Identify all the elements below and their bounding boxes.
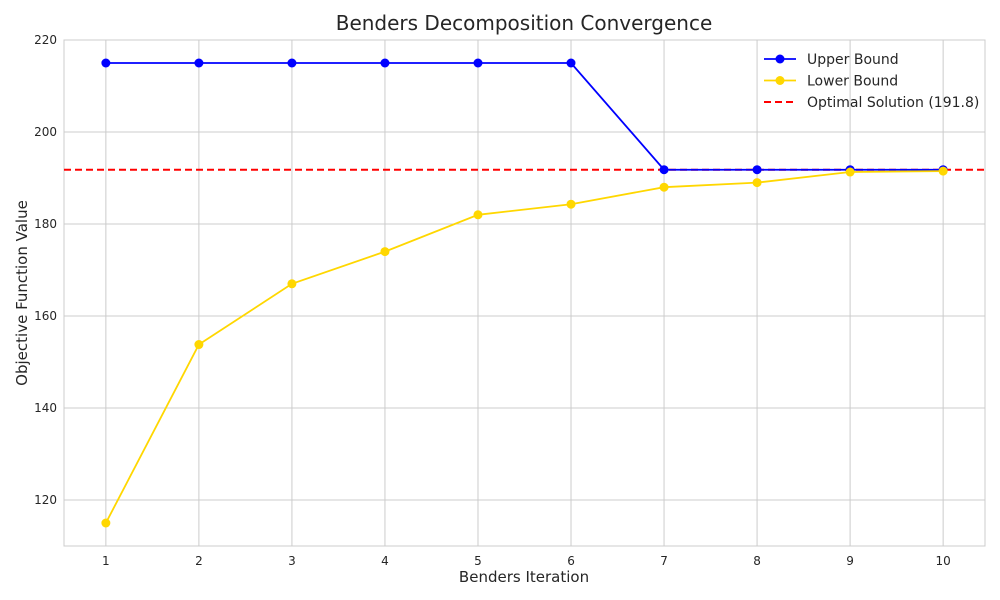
plot-frame: [63, 39, 986, 547]
x-tick-label: 4: [381, 554, 389, 568]
legend-label: Optimal Solution (191.8): [807, 95, 979, 111]
x-tick-label: 5: [474, 554, 482, 568]
lower-bound-point: [380, 247, 390, 257]
lower-bound-point: [194, 340, 204, 350]
legend-entry-lower-bound: Lower Bound: [764, 74, 898, 90]
y-tick-label: 200: [34, 125, 57, 139]
upper-bound-point: [659, 165, 669, 175]
y-axis-label: Objective Function Value: [13, 200, 31, 386]
x-tick-label: 6: [567, 554, 575, 568]
y-tick-label: 180: [34, 217, 57, 231]
lower-bound-point: [659, 182, 669, 192]
upper-bound-point: [752, 165, 762, 175]
x-tick-label: 3: [288, 554, 296, 568]
lower-bound-point: [287, 279, 297, 289]
upper-bound-point: [101, 58, 111, 68]
x-tick-label: 7: [660, 554, 668, 568]
lower-bound-point: [845, 167, 855, 177]
lower-bound-series: [101, 166, 948, 528]
lower-bound-line: [105, 170, 944, 524]
upper-bound-point: [194, 58, 204, 68]
x-tick-label: 9: [846, 554, 854, 568]
lower-bound-point: [473, 210, 483, 220]
y-tick-label: 120: [34, 493, 57, 507]
y-tick-label: 140: [34, 401, 57, 415]
chart-title: Benders Decomposition Convergence: [336, 11, 713, 35]
legend-entry-upper-bound: Upper Bound: [764, 52, 899, 68]
legend-marker: [775, 76, 785, 85]
x-tick-label: 10: [935, 554, 950, 568]
legend-marker: [775, 54, 785, 64]
upper-bound-point: [287, 58, 297, 68]
x-tick-label: 8: [753, 554, 761, 568]
upper-bound-line: [105, 62, 944, 171]
legend: Upper Bound Lower Bound Optimal Solution (…: [764, 52, 979, 111]
legend-label: Lower Bound: [807, 74, 898, 90]
upper-bound-point: [473, 58, 483, 68]
legend-entry-optimal-solution-191-8: Optimal Solution (191.8): [764, 95, 979, 111]
y-tick-label: 220: [34, 33, 57, 47]
y-tick-label: 160: [34, 309, 57, 323]
legend-label: Upper Bound: [807, 52, 899, 68]
series-layer: [101, 58, 948, 528]
x-tick-label: 2: [195, 554, 203, 568]
lower-bound-point: [101, 518, 111, 528]
tick-label-layer: 1 2 3 4 5 6 7 8 9 10 120 140 160 180 200 220: [34, 33, 951, 568]
x-tick-label: 1: [102, 554, 110, 568]
lower-bound-point: [938, 166, 948, 176]
grid-layer: [64, 39, 985, 546]
lower-bound-point: [752, 178, 762, 188]
lower-bound-point: [566, 199, 576, 209]
upper-bound-point: [566, 58, 576, 68]
x-axis-label: Benders Iteration: [459, 568, 589, 586]
upper-bound-point: [380, 58, 390, 68]
